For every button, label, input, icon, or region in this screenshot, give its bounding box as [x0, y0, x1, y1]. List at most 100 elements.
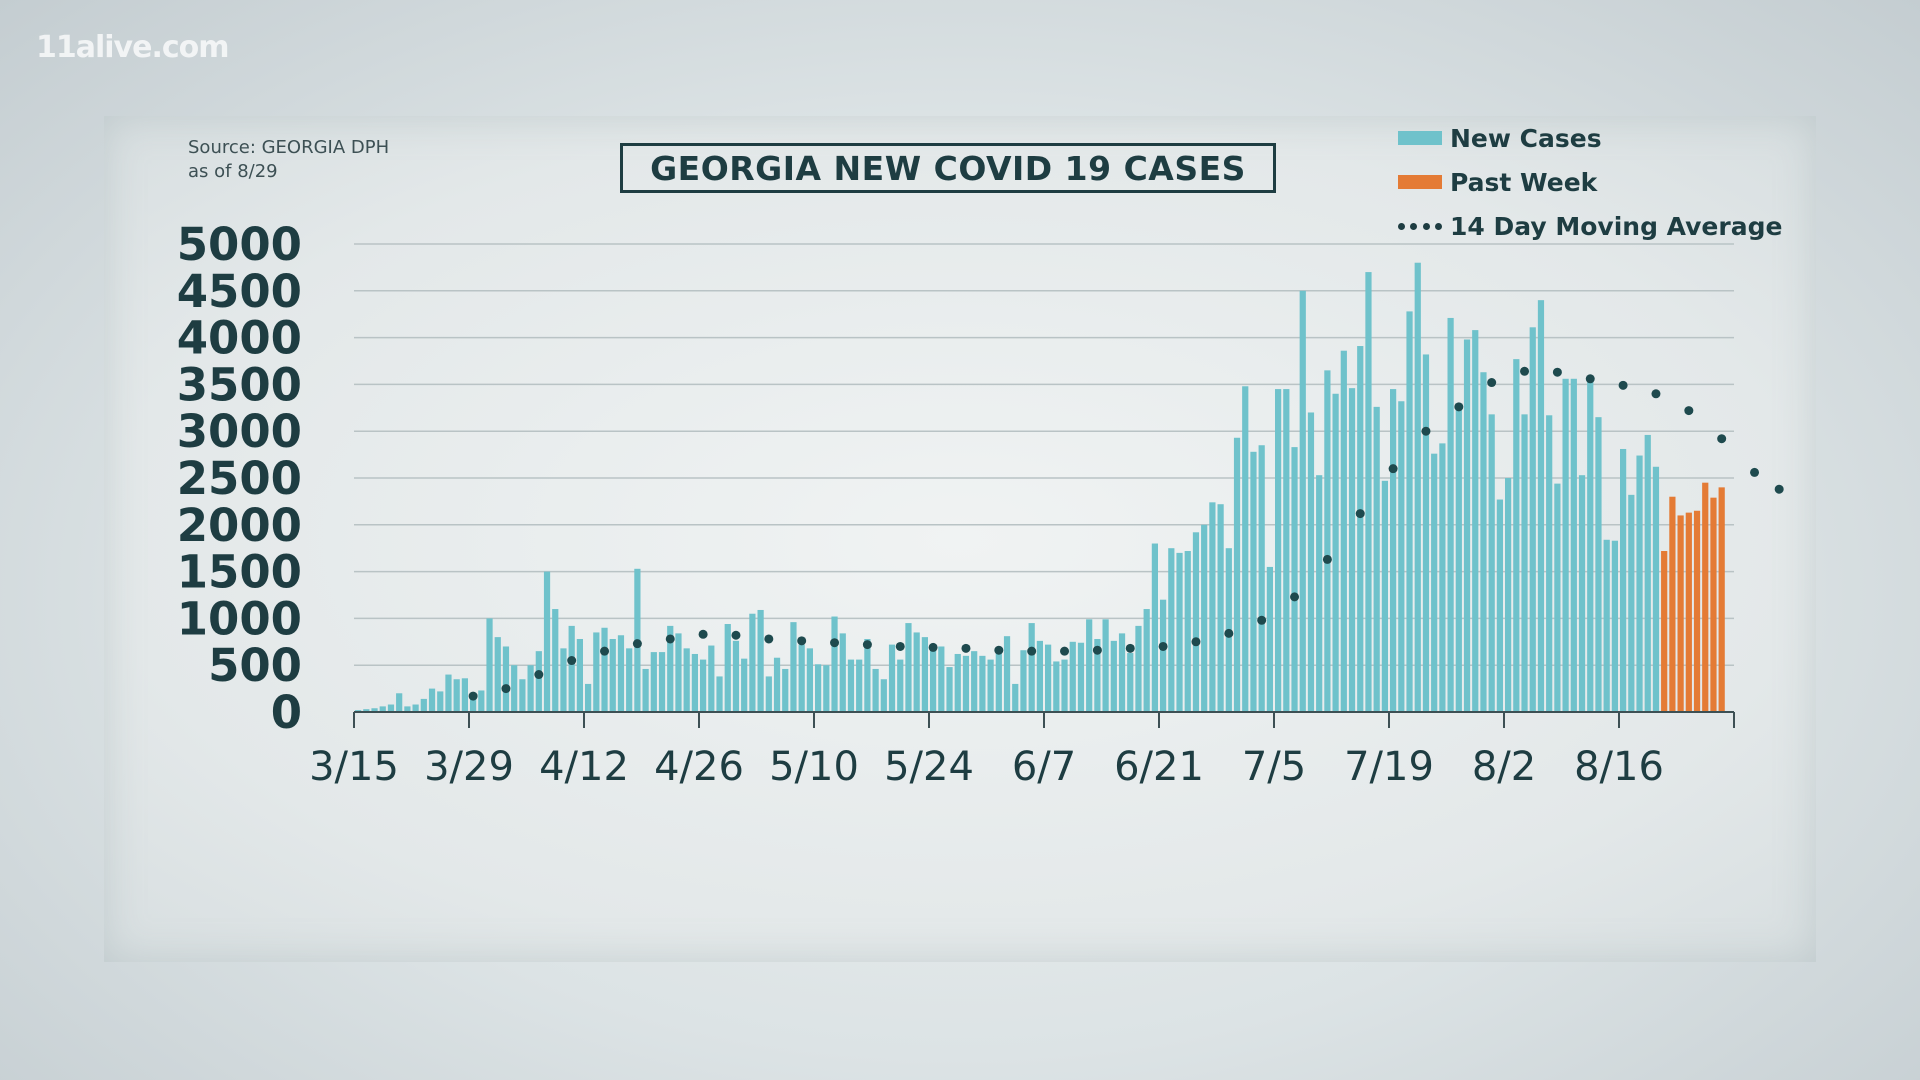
bar-new-cases [1233, 437, 1241, 712]
bar-new-cases [847, 659, 855, 712]
bar-new-cases [626, 648, 633, 712]
bar-new-cases [420, 698, 427, 712]
moving-average-point [830, 638, 840, 648]
bar-new-cases [962, 655, 970, 712]
bar-past-week [1685, 512, 1692, 712]
moving-average-point [862, 640, 872, 650]
bar-new-cases [1365, 272, 1372, 712]
moving-average-point [501, 684, 511, 694]
bar-new-cases [806, 648, 813, 712]
legend-item-past-week: Past Week [1398, 160, 1782, 204]
bar-new-cases [1578, 475, 1586, 712]
y-tick-label: 3500 [177, 358, 302, 411]
bar-new-cases [1554, 483, 1561, 712]
bar-new-cases [437, 691, 444, 712]
moving-average-point [895, 641, 905, 651]
bar-new-cases [667, 625, 674, 712]
bar-new-cases [675, 633, 682, 712]
bar-new-cases [1611, 540, 1618, 712]
y-tick-label: 1000 [177, 592, 302, 645]
moving-average-point [1552, 367, 1562, 377]
bar-new-cases [1003, 636, 1011, 712]
bar-new-cases [1546, 415, 1553, 712]
moving-average-point [1027, 646, 1037, 656]
moving-average-point [764, 634, 774, 644]
bar-new-cases [1348, 388, 1356, 712]
x-tick-label: 6/21 [1114, 744, 1204, 790]
moving-average-point [1651, 389, 1661, 399]
bar-new-cases [379, 706, 386, 712]
chart-legend: New Cases Past Week 14 Day Moving Averag… [1398, 116, 1782, 248]
y-tick-label: 2000 [177, 499, 302, 552]
bar-new-cases [1447, 317, 1454, 712]
moving-average-point [1060, 646, 1070, 656]
bar-new-cases [1587, 377, 1594, 712]
bar-new-cases [1636, 455, 1643, 712]
watermark-logo: 11alive.com [36, 30, 230, 65]
bar-new-cases [732, 640, 740, 712]
moving-average-point [1257, 615, 1267, 625]
bar-new-cases [888, 644, 896, 712]
moving-average-point [1618, 380, 1628, 390]
y-tick-label: 5000 [177, 218, 302, 271]
y-tick-label: 500 [208, 639, 302, 692]
moving-average-swatch [1398, 222, 1442, 230]
bar-new-cases [716, 676, 723, 712]
bar-new-cases [930, 650, 937, 712]
legend-item-moving-average: 14 Day Moving Average [1398, 204, 1782, 248]
bar-new-cases [1316, 475, 1323, 712]
bar-new-cases [1414, 262, 1421, 712]
bar-new-cases [371, 708, 378, 712]
bar-new-cases [1061, 659, 1068, 712]
bar-new-cases [757, 609, 764, 712]
bar-new-cases [543, 571, 551, 712]
bar-new-cases [1110, 640, 1117, 712]
past-week-swatch [1398, 175, 1442, 189]
as-of-line: as of 8/29 [188, 161, 278, 182]
moving-average-point [665, 634, 675, 644]
bar-new-cases [1291, 447, 1298, 712]
y-tick-label: 4000 [177, 312, 302, 365]
bar-past-week [1661, 551, 1668, 712]
bar-new-cases [1102, 619, 1109, 712]
moving-average-point [534, 670, 544, 680]
bar-new-cases [1250, 451, 1257, 712]
moving-average-point [994, 645, 1004, 655]
moving-average-point [797, 636, 807, 646]
x-tick-label: 3/15 [309, 744, 399, 790]
bar-new-cases [1537, 300, 1545, 712]
bar-new-cases [1176, 552, 1183, 712]
bar-new-cases [560, 648, 567, 712]
bar-new-cases [363, 709, 370, 712]
bar-new-cases [1652, 466, 1660, 712]
bar-new-cases [1381, 480, 1388, 712]
bar-new-cases [1480, 372, 1487, 712]
bar-new-cases [1151, 543, 1158, 712]
bar-new-cases [946, 667, 953, 712]
bar-new-cases [798, 644, 805, 712]
bar-new-cases [1398, 401, 1405, 712]
moving-average-point [1585, 374, 1595, 384]
y-tick-label: 2500 [177, 452, 302, 505]
bar-new-cases [856, 659, 863, 712]
moving-average-point [1520, 366, 1530, 376]
bar-new-cases [823, 665, 830, 712]
bar-new-cases [1135, 625, 1142, 712]
moving-average-point [1092, 645, 1102, 655]
bar-new-cases [979, 655, 986, 712]
bar-new-cases [1012, 683, 1019, 712]
bar-new-cases [1422, 354, 1430, 712]
moving-average-point [1322, 554, 1332, 564]
bar-new-cases [650, 652, 657, 712]
new-cases-swatch [1398, 131, 1442, 145]
bar-new-cases [511, 665, 518, 712]
bar-new-cases [987, 659, 994, 712]
bar-new-cases [428, 688, 436, 712]
bar-new-cases [470, 693, 477, 712]
bar-new-cases [1258, 445, 1265, 712]
bar-new-cases [1209, 502, 1216, 712]
bar-new-cases [387, 704, 395, 712]
moving-average-point [1191, 637, 1201, 647]
bar-new-cases [790, 622, 797, 712]
bar-new-cases [1340, 350, 1347, 712]
